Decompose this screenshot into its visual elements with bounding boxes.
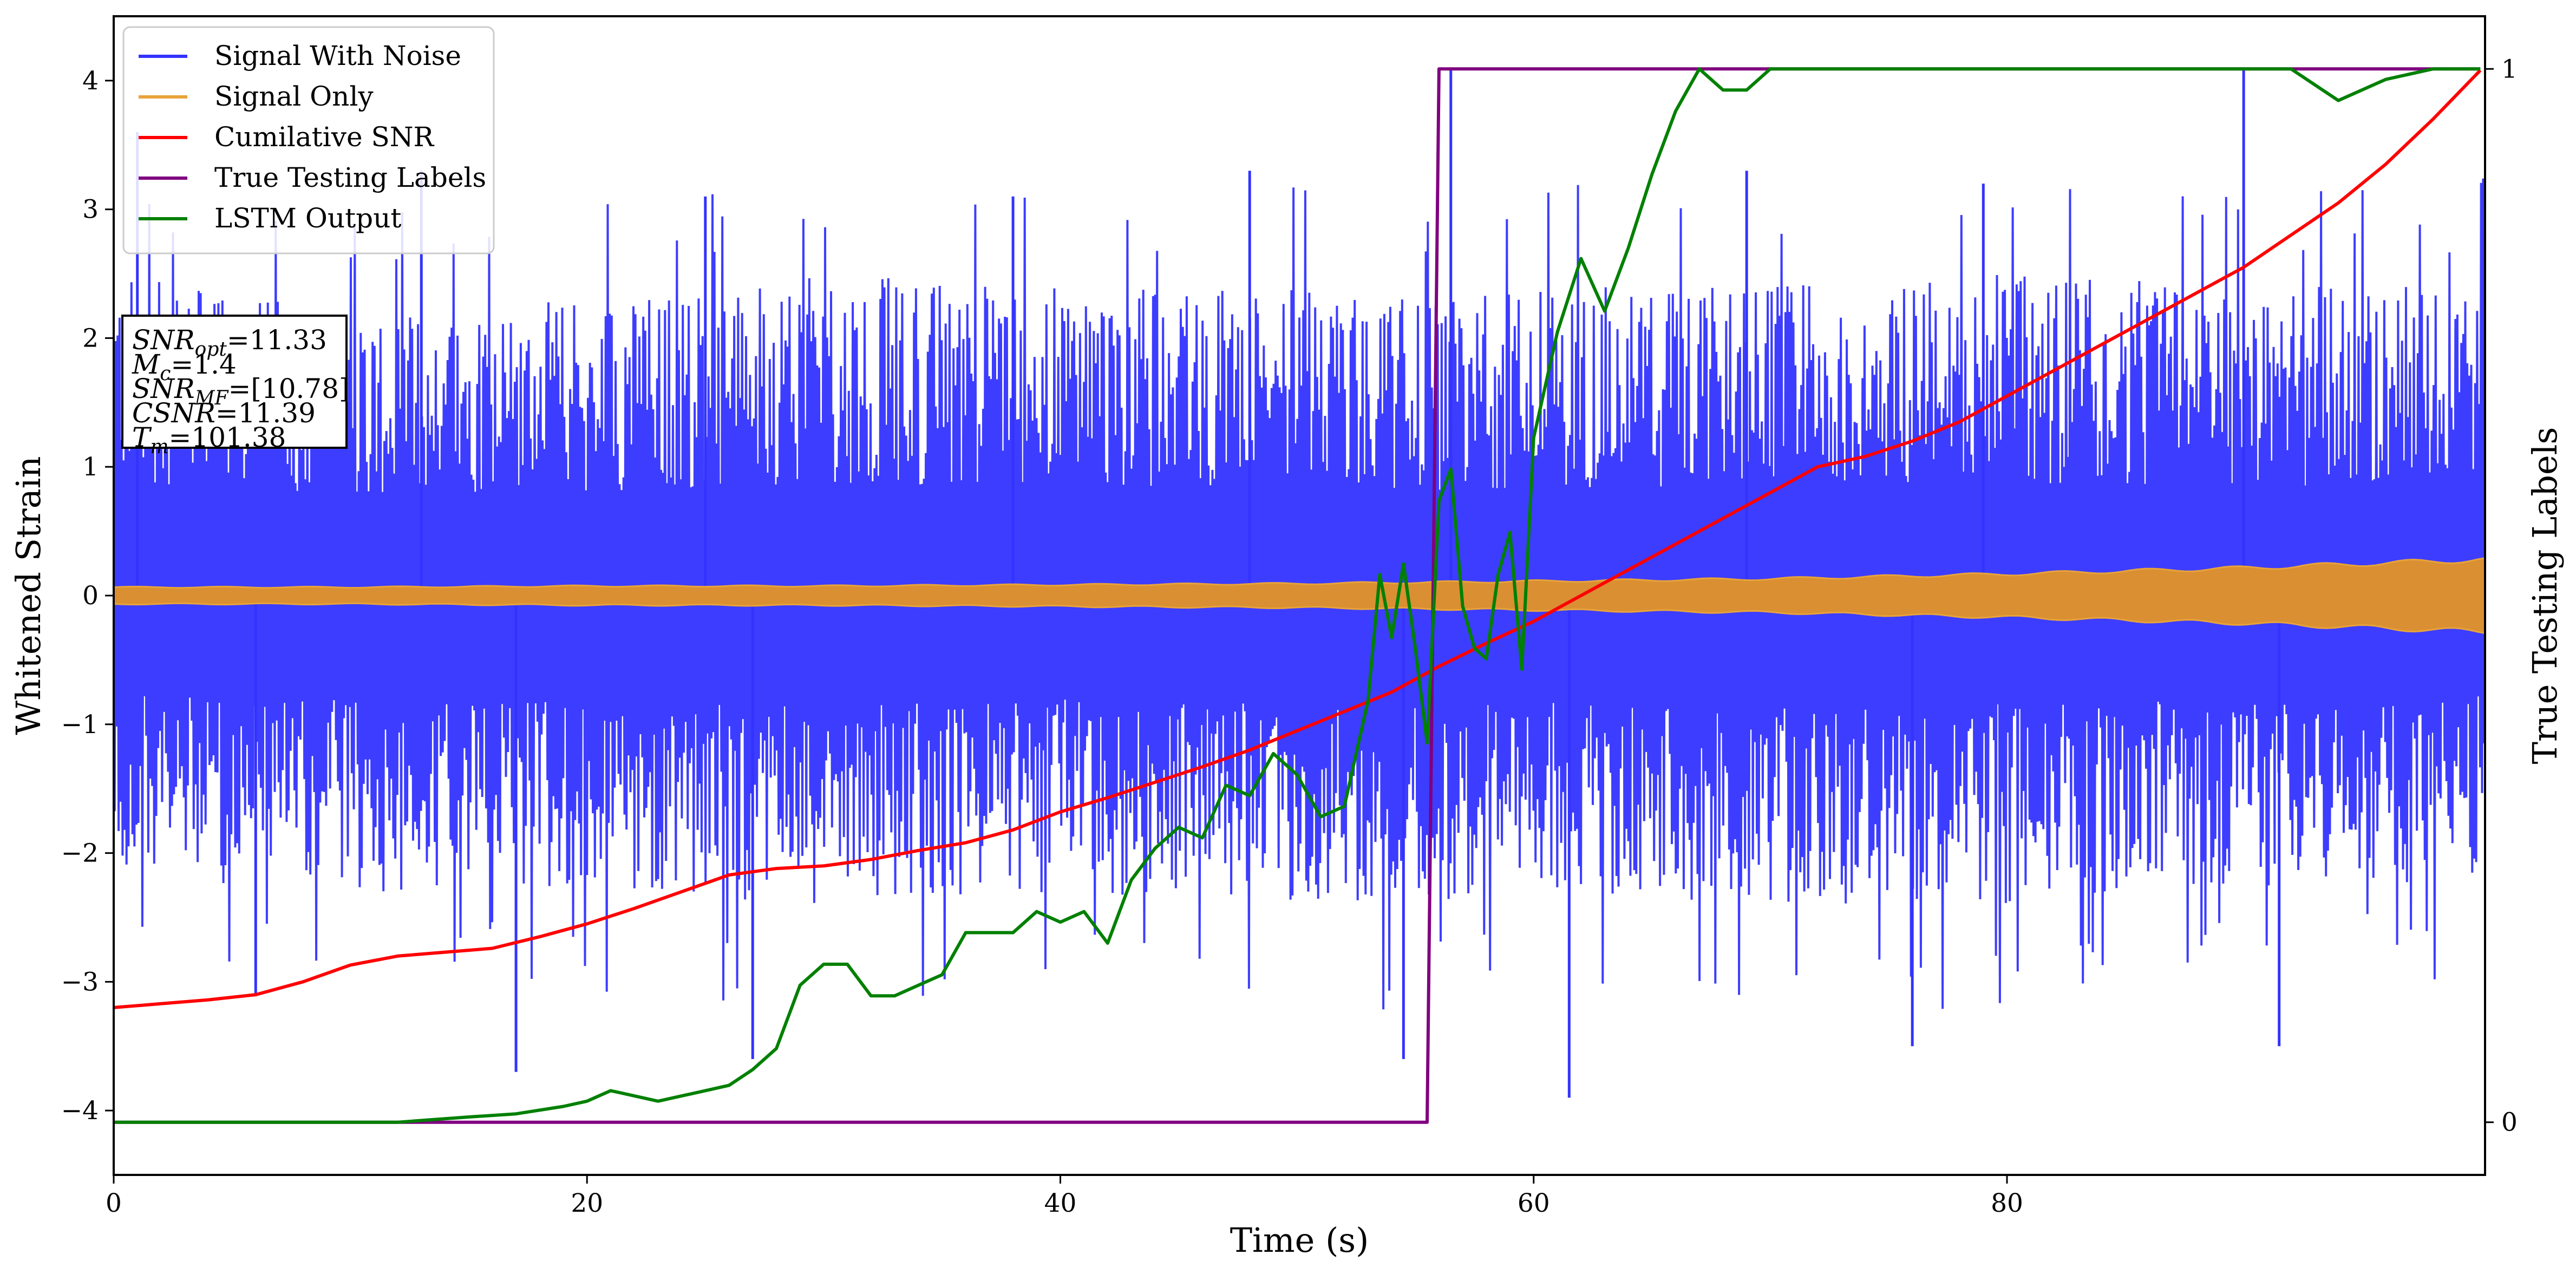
x-tick-label: 0 (106, 1188, 122, 1218)
x-tick-label: 40 (1044, 1188, 1077, 1218)
annotation-line: CSNR=11.39 (132, 397, 316, 429)
annotation-line: SNRMF=[10.78] (132, 373, 350, 409)
x-axis-label: Time (s) (1230, 1220, 1369, 1260)
y-tick-label: −4 (61, 1096, 99, 1126)
y2-tick-label: 1 (2501, 54, 2518, 84)
plot-area (114, 67, 2485, 1124)
x-tick-label: 20 (571, 1188, 603, 1218)
y-tick-label: −1 (61, 710, 99, 740)
annotation-frame (121, 315, 348, 449)
y-tick-label: −3 (61, 967, 99, 997)
y-axis-right: 01 (2485, 54, 2518, 1138)
y-tick-label: 3 (82, 195, 99, 225)
x-tick-label: 80 (1991, 1188, 2023, 1218)
y-tick-label: 0 (82, 581, 99, 611)
legend-label: True Testing Labels (214, 162, 486, 193)
line-series-group (114, 67, 2482, 1124)
y-tick-label: 2 (82, 323, 99, 353)
annotation-line: Tm=101.38 (132, 422, 286, 458)
signal-only-series (114, 557, 2485, 635)
legend-label: Cumilative SNR (214, 121, 434, 153)
legend-label: Signal With Noise (214, 40, 461, 71)
legend-label: LSTM Output (214, 202, 401, 234)
signal-with-noise-series (114, 68, 2485, 1098)
parameter-annotation-box: SNRopt=11.33Mc=1.4SNRMF=[10.78]CSNR=11.3… (121, 315, 350, 458)
annotation-line: SNRopt=11.33 (132, 324, 327, 361)
y-axis-left: −4 −3 −2 −1 0 1 2 3 4 (61, 66, 114, 1126)
legend: Signal With Noise Signal Only Cumilative S… (122, 26, 495, 254)
cumulative-snr-line (114, 69, 2482, 1009)
legend-frame (122, 26, 495, 254)
y2-tick-label: 0 (2501, 1108, 2518, 1138)
y2-axis-label: True Testing Labels (2525, 427, 2565, 765)
lstm-output-line (114, 67, 2481, 1124)
x-axis: 0 20 40 60 80 (106, 1175, 2023, 1218)
y-tick-label: −2 (61, 839, 99, 868)
signal-only-band (114, 557, 2485, 635)
y-tick-label: 4 (82, 66, 99, 96)
y-tick-label: 1 (82, 452, 99, 482)
annotation-line: Mc=1.4 (132, 349, 237, 385)
y-axis-label: Whitened Strain (9, 456, 48, 735)
x-tick-label: 60 (1518, 1188, 1550, 1218)
legend-label: Signal Only (214, 81, 374, 112)
signal-with-noise-line (114, 178, 2485, 1010)
